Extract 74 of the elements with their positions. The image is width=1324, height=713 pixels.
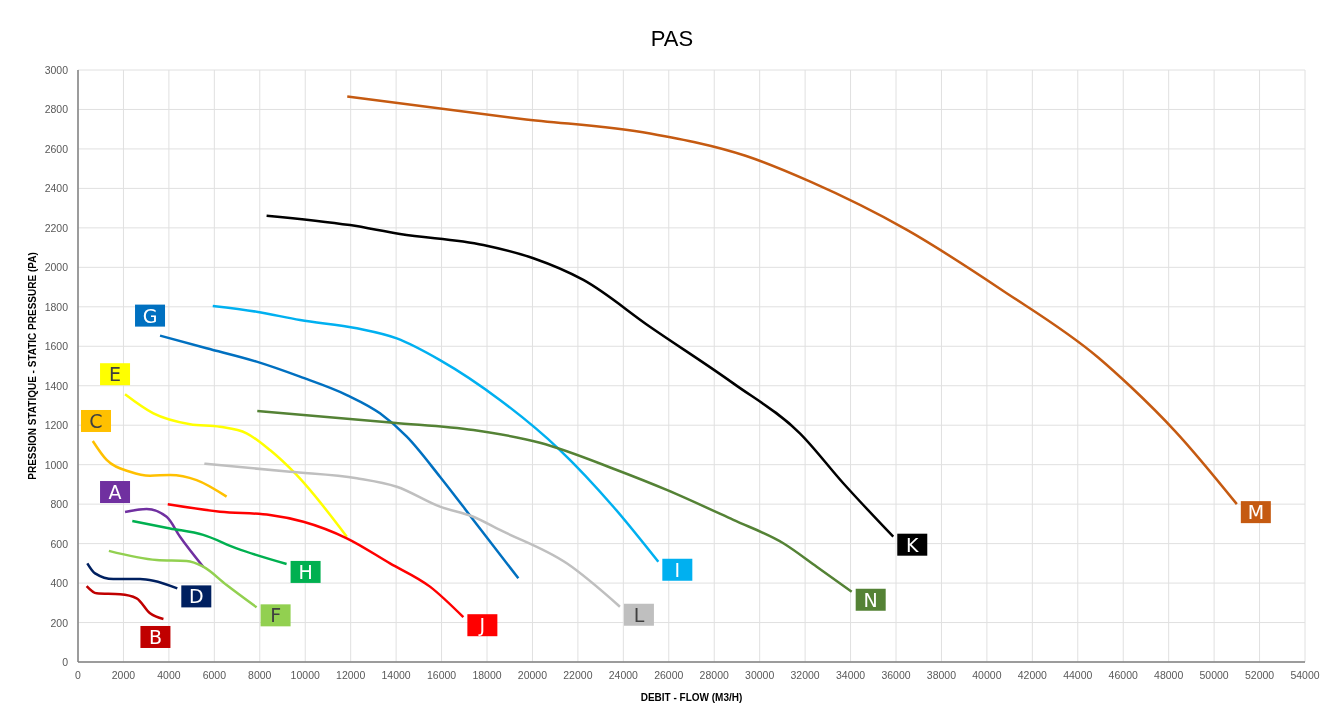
line-series	[158, 334, 520, 580]
line-series	[107, 549, 258, 609]
x-tick-label: 16000	[426, 669, 457, 681]
y-tick-label: 2400	[44, 182, 69, 195]
x-tick-label: 46000	[1108, 669, 1138, 681]
x-tick-label: 38000	[926, 669, 957, 681]
x-tick-label: 26000	[654, 669, 684, 681]
y-tick-label: 2200	[44, 221, 69, 234]
series-label: G	[142, 304, 158, 327]
y-tick-label: 0	[62, 656, 69, 668]
y-tick-label: 1400	[44, 379, 69, 392]
y-tick-label: 400	[50, 577, 69, 590]
series-label: A	[108, 481, 122, 504]
y-tick-label: 200	[50, 616, 69, 629]
y-tick-label: 1200	[44, 419, 69, 432]
x-tick-label: 48000	[1154, 669, 1184, 681]
x-tick-label: 22000	[563, 669, 593, 681]
y-tick-label: 1000	[44, 458, 69, 471]
line-series	[203, 462, 622, 608]
y-tick-label: 2600	[44, 142, 69, 155]
x-tick-label: 34000	[835, 669, 866, 681]
x-axis-title: DEBIT - FLOW (M3/H)	[640, 692, 743, 703]
series-label: K	[906, 533, 920, 556]
series-label: L	[633, 603, 645, 626]
x-tick-label: 54000	[1290, 669, 1320, 681]
line-series	[131, 519, 288, 566]
line-series	[123, 507, 205, 568]
x-tick-label: 36000	[881, 669, 911, 681]
x-tick-label: 24000	[608, 669, 639, 681]
y-tick-label: 1800	[44, 300, 69, 313]
line-series	[85, 584, 165, 621]
series-label: H	[298, 560, 313, 583]
x-tick-label: 52000	[1244, 669, 1275, 681]
line-series	[86, 562, 179, 590]
x-tick-label: 30000	[745, 669, 775, 681]
x-tick-label: 12000	[336, 669, 366, 681]
series-label: C	[89, 409, 103, 432]
series-label: I	[674, 558, 681, 581]
y-tick-label: 1600	[44, 340, 69, 353]
line-series	[256, 409, 853, 593]
line-series	[91, 439, 228, 498]
x-tick-label: 2000	[111, 669, 136, 681]
chart-title: PAS	[650, 26, 694, 51]
y-tick-label: 600	[50, 537, 69, 550]
series-label: J	[478, 614, 486, 637]
x-tick-label: 28000	[699, 669, 729, 681]
line-series	[123, 392, 349, 538]
series-label: B	[148, 625, 162, 648]
series-label: D	[188, 585, 204, 608]
x-tick-label: 14000	[381, 669, 411, 681]
series-label: F	[270, 604, 282, 627]
x-tick-label: 10000	[290, 669, 320, 681]
x-tick-label: 8000	[248, 669, 272, 681]
series-label: M	[1247, 501, 1265, 524]
series-label: E	[109, 363, 122, 386]
y-tick-label: 800	[50, 498, 69, 511]
x-tick-label: 42000	[1017, 669, 1048, 681]
y-axis-title: PRESSION STATIQUE - STATIC PRESSURE (PA)	[27, 252, 38, 480]
y-tick-label: 2800	[44, 103, 69, 116]
x-tick-label: 32000	[790, 669, 820, 681]
series-label: N	[863, 588, 878, 611]
x-tick-label: 50000	[1199, 669, 1229, 681]
x-tick-label: 4000	[157, 669, 181, 681]
x-tick-label: 0	[75, 669, 82, 681]
x-tick-label: 18000	[472, 669, 502, 681]
x-tick-label: 6000	[202, 669, 227, 681]
x-tick-label: 44000	[1063, 669, 1093, 681]
y-tick-label: 2000	[44, 261, 69, 274]
line-series	[265, 214, 895, 538]
line-series	[346, 95, 1239, 506]
y-tick-label: 3000	[44, 64, 69, 76]
x-tick-label: 20000	[517, 669, 548, 681]
line-series	[211, 304, 660, 564]
x-tick-label: 40000	[972, 669, 1002, 681]
